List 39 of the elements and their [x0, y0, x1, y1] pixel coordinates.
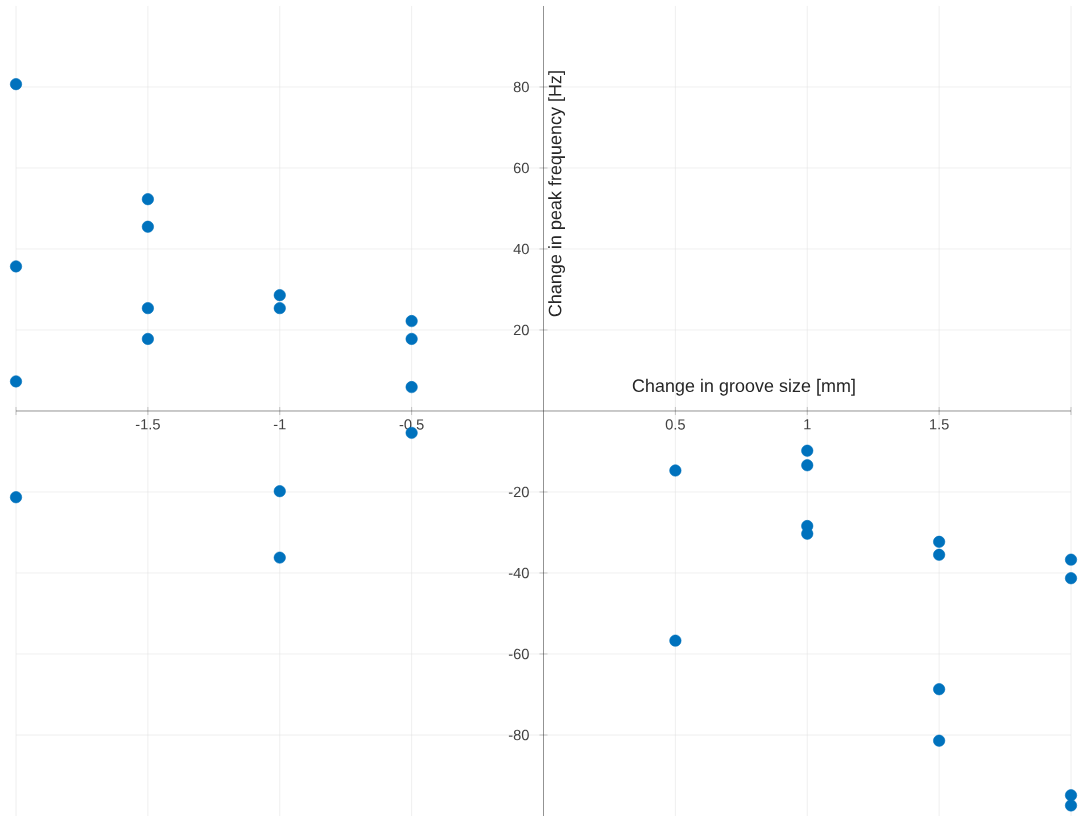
point [933, 734, 946, 747]
x-tick-label: 0.5 [665, 419, 685, 430]
point [273, 289, 286, 302]
point [933, 683, 946, 696]
point [933, 548, 946, 561]
x-tick-label: -1.5 [135, 419, 160, 430]
point [141, 220, 154, 233]
point [10, 375, 23, 388]
x-tick-label: 1.5 [930, 419, 949, 430]
point [405, 315, 418, 328]
point [141, 332, 154, 345]
point [405, 332, 418, 345]
point [669, 464, 682, 477]
y-tick-label: 80 [513, 81, 529, 93]
point [273, 551, 286, 564]
x-tick-label: -1 [273, 419, 286, 430]
point [141, 302, 154, 315]
y-tick-label: 60 [513, 162, 529, 174]
point [141, 193, 154, 206]
point [273, 485, 286, 498]
point [669, 634, 682, 647]
point [10, 78, 23, 91]
y-tick-label: 20 [513, 324, 529, 336]
x-tick-label: 1 [804, 419, 811, 430]
y-tick-label: -80 [508, 729, 529, 741]
point [273, 302, 286, 315]
point [405, 381, 418, 394]
point [10, 491, 23, 504]
point [801, 444, 814, 457]
y-tick-label: 40 [513, 243, 529, 255]
y-tick-label: -40 [508, 567, 529, 579]
point [933, 535, 946, 548]
x-tick-label: -0.5 [399, 419, 424, 430]
y-tick-label: -20 [508, 486, 529, 498]
point [10, 260, 23, 273]
point [801, 459, 814, 472]
x-axis-title: Change in groove size [mm] [632, 378, 855, 396]
y-tick-label: -60 [508, 648, 529, 660]
y-axis-title: Change in peak frequency [Hz] [548, 71, 565, 317]
